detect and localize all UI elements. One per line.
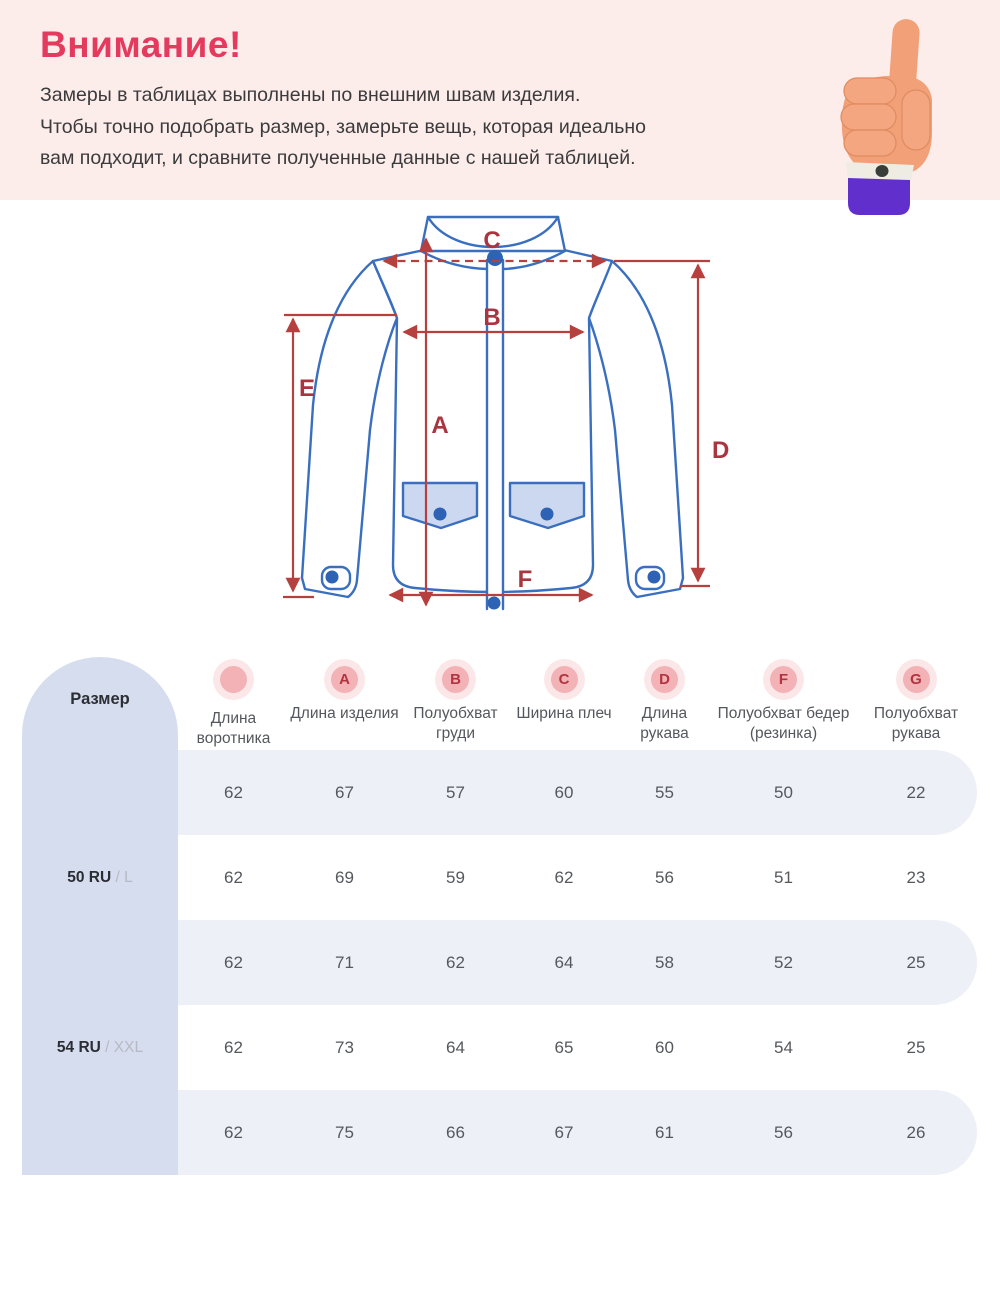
diagram-label-e: E [299, 375, 315, 402]
badge-f-icon: F [770, 666, 797, 693]
size-cell: 54 RU / XXL [22, 1039, 178, 1057]
size-ru: 54 RU [56, 1038, 101, 1056]
value-cell: 62 [446, 952, 465, 972]
banner-text: Замеры в таблицах выполнены по внешним ш… [40, 80, 646, 175]
jacket-measurement-diagram: C B A D E F [0, 200, 1000, 645]
table-row: 50 RU / L 62 69 59 62 56 51 23 [22, 835, 977, 920]
value-cell: 58 [655, 952, 674, 972]
badge-c-icon: C [550, 666, 578, 693]
column-header-hips: F Полуобхват бедер (резинка) [712, 657, 855, 750]
diagram-label-b: B [483, 304, 500, 331]
value-cell: 57 [446, 782, 465, 802]
diagram-label-f: F [518, 566, 533, 593]
value-cell: 62 [224, 782, 243, 802]
column-header-shoulders: C Ширина плеч [511, 657, 617, 750]
column-header-collar: Длина воротника [178, 657, 289, 750]
badge-b-icon: B [442, 666, 469, 693]
size-column-background [22, 657, 178, 1175]
diagram-label-a: A [431, 412, 448, 439]
jacket-diagram-svg: C B A D E F [283, 215, 729, 611]
value-cell: 60 [554, 782, 574, 802]
size-header: Размер [70, 690, 130, 708]
right-pocket [508, 481, 586, 530]
column-label: Полуобхват рукава [873, 705, 959, 742]
size-ru: 50 RU [67, 868, 112, 886]
badge-d-icon: D [651, 666, 678, 693]
value-cell: 75 [335, 1122, 354, 1142]
badge-g-icon: G [902, 666, 930, 693]
column-label: Полуобхват бедер (резинка) [717, 705, 850, 742]
diagram-label-d: D [712, 437, 729, 464]
column-label: Длина рукава [640, 705, 689, 742]
value-cell: 51 [774, 867, 793, 887]
value-cell: 60 [655, 1037, 674, 1057]
table-header-row: Размер Длина воротника A Длина изделия B… [22, 657, 977, 750]
jacket-right-sleeve [587, 259, 685, 599]
value-cell: 67 [335, 782, 354, 802]
value-cell: 64 [554, 952, 574, 972]
value-cell: 73 [335, 1037, 354, 1057]
column-label: Длина воротника [196, 710, 271, 747]
value-cell: 56 [655, 867, 674, 887]
column-label: Полуобхват груди [413, 705, 498, 742]
table-row: 56 RU / 3XL 62 75 66 67 61 56 26 [22, 1090, 977, 1175]
value-cell: 66 [446, 1122, 465, 1142]
column-header-chest: B Полуобхват груди [400, 657, 511, 750]
table-row: 54 RU / XXL 62 73 64 65 60 54 25 [22, 1005, 977, 1090]
value-cell: 67 [554, 1122, 574, 1142]
value-cell: 69 [335, 867, 354, 887]
diagram-label-c: C [483, 227, 500, 254]
value-cell: 23 [906, 867, 926, 887]
badge-icon [220, 666, 247, 693]
value-cell: 52 [774, 952, 793, 972]
value-cell: 55 [655, 782, 674, 802]
value-cell: 62 [554, 867, 574, 887]
value-cell: 62 [224, 867, 243, 887]
banner-line: Чтобы точно подобрать размер, замерьте в… [40, 115, 646, 138]
column-label: Ширина плеч [516, 705, 612, 722]
value-cell: 54 [774, 1037, 793, 1057]
badge-a-icon: A [331, 666, 358, 693]
banner-title: Внимание! [40, 24, 242, 65]
pointing-hand-icon [840, 19, 932, 215]
size-intl: / XXL [105, 1038, 144, 1056]
size-intl: / L [115, 868, 133, 886]
collar-fold-line [426, 215, 560, 249]
value-cell: 62 [224, 1037, 243, 1057]
value-cell: 50 [774, 782, 793, 802]
banner-line: вам подходит, и сравните полученные данн… [40, 147, 636, 169]
value-cell: 26 [906, 1122, 926, 1142]
column-label: Длина изделия [290, 705, 399, 722]
table-row: 52 RU / XL 62 71 62 64 58 52 25 [22, 920, 977, 1005]
value-cell: 56 [774, 1122, 793, 1142]
column-header-sleeve-girth: G Полуобхват рукава [855, 657, 977, 750]
value-cell: 22 [906, 782, 926, 802]
value-cell: 25 [906, 1037, 926, 1057]
value-cell: 71 [335, 952, 354, 972]
banner-line: Замеры в таблицах выполнены по внешним ш… [40, 84, 581, 106]
value-cell: 62 [224, 1122, 243, 1142]
jacket-left-sleeve [300, 259, 399, 599]
value-cell: 65 [554, 1037, 574, 1057]
column-header-sleeve: D Длина рукава [617, 657, 712, 750]
value-cell: 64 [446, 1037, 465, 1057]
size-table: Размер Длина воротника A Длина изделия B… [22, 657, 977, 1175]
column-header-length: A Длина изделия [289, 657, 400, 750]
value-cell: 62 [224, 952, 243, 972]
size-cell: 50 RU / L [22, 869, 178, 887]
value-cell: 61 [655, 1122, 674, 1142]
value-cell: 25 [906, 952, 926, 972]
value-cell: 59 [446, 867, 465, 887]
attention-banner: Внимание! Замеры в таблицах выполнены по… [0, 0, 1000, 215]
